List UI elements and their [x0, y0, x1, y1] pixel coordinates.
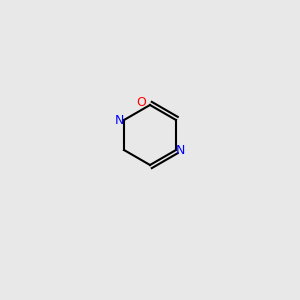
- Text: N: N: [176, 143, 185, 157]
- Text: O: O: [136, 95, 146, 109]
- Text: N: N: [115, 113, 124, 127]
